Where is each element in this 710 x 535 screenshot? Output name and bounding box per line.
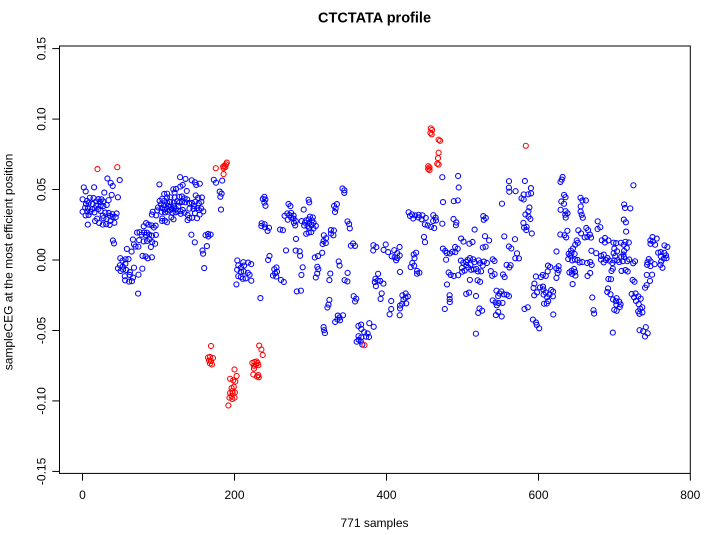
svg-text:0.10: 0.10 <box>35 107 49 131</box>
svg-text:-0.15: -0.15 <box>35 457 49 485</box>
svg-text:0.00: 0.00 <box>35 248 49 272</box>
svg-text:600: 600 <box>528 488 548 502</box>
svg-text:0.05: 0.05 <box>35 177 49 201</box>
svg-text:sampleCEG at the most efficien: sampleCEG at the most efficient position <box>2 154 16 371</box>
svg-text:CTCTATA profile: CTCTATA profile <box>318 11 431 27</box>
svg-text:-0.10: -0.10 <box>35 387 49 415</box>
svg-text:0.15: 0.15 <box>35 37 49 61</box>
svg-text:800: 800 <box>680 488 700 502</box>
svg-text:0: 0 <box>79 488 86 502</box>
svg-text:-0.05: -0.05 <box>35 317 49 345</box>
svg-text:200: 200 <box>224 488 244 502</box>
svg-text:771 samples: 771 samples <box>340 516 408 530</box>
svg-text:400: 400 <box>376 488 396 502</box>
